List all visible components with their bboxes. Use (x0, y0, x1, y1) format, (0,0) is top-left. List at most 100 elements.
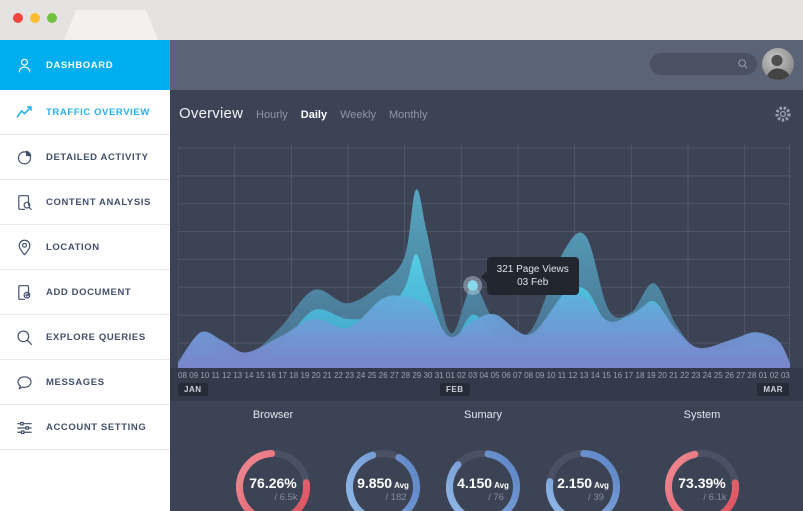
gauge-value: 4.150Avg (457, 475, 509, 491)
tab-monthly[interactable]: Monthly (389, 109, 428, 121)
x-tick-label: 25 (714, 371, 723, 380)
line-chart-icon (15, 103, 34, 122)
app-frame: DASHBOARD TRAFFIC OVERVIEW DETAILED ACTIVI… (0, 40, 803, 511)
tab-daily[interactable]: Daily (301, 109, 327, 121)
x-tick-label: 19 (300, 371, 309, 380)
tooltip-value: 321 Page Views (497, 263, 569, 276)
tooltip-date: 03 Feb (497, 276, 569, 289)
gauge-sub-value: / 39 (562, 492, 604, 503)
x-tick-label: 15 (256, 371, 265, 380)
sidebar-item-label: LOCATION (46, 242, 100, 253)
x-tick-label: 18 (636, 371, 645, 380)
x-tick-label: 02 (457, 371, 466, 380)
x-tick-label: 12 (222, 371, 231, 380)
traffic-chart[interactable]: 321 Page Views 03 Feb (178, 145, 790, 368)
x-tick-label: 03 (781, 371, 790, 380)
sidebar-item-messages[interactable]: MESSAGES (0, 360, 170, 405)
x-tick-label: 17 (278, 371, 287, 380)
x-tick-label: 15 (602, 371, 611, 380)
chat-bubble-icon (15, 373, 34, 392)
gauge-sub-value: / 6.5k (248, 492, 297, 503)
x-tick-label: 18 (289, 371, 298, 380)
x-tick-label: 19 (647, 371, 656, 380)
sidebar-item-dashboard[interactable]: DASHBOARD (0, 40, 170, 90)
gauge-value: 2.150Avg (557, 475, 609, 491)
gauge-0: 76.26% / 6.5k (231, 445, 315, 511)
gauge-3: 2.150Avg / 39 (541, 445, 625, 511)
x-tick-label: 01 (446, 371, 455, 380)
overview-row: Overview HourlyDailyWeeklyMonthly (170, 90, 803, 140)
x-tick-label: 26 (725, 371, 734, 380)
sidebar-item-detailed-activity[interactable]: DETAILED ACTIVITY (0, 135, 170, 180)
tab-weekly[interactable]: Weekly (340, 109, 376, 121)
search-input[interactable] (658, 59, 737, 70)
x-tick-label: 30 (424, 371, 433, 380)
x-tick-label: 10 (200, 371, 209, 380)
x-tick-label: 06 (502, 371, 511, 380)
x-tick-label: 07 (513, 371, 522, 380)
browser-window: DASHBOARD TRAFFIC OVERVIEW DETAILED ACTIVI… (0, 0, 803, 511)
x-tick-label: 23 (345, 371, 354, 380)
gauge-value: 73.39% (678, 475, 725, 491)
x-tick-label: 27 (390, 371, 399, 380)
topbar (170, 40, 803, 90)
sidebar-item-location[interactable]: LOCATION (0, 225, 170, 270)
magnifier-icon (15, 328, 34, 347)
tab-hourly[interactable]: Hourly (256, 109, 288, 121)
main-content: Overview HourlyDailyWeeklyMonthly 321 Pa… (170, 40, 803, 511)
x-tick-label: 26 (379, 371, 388, 380)
sidebar: DASHBOARD TRAFFIC OVERVIEW DETAILED ACTIVI… (0, 40, 170, 511)
x-tick-label: 08 (178, 371, 187, 380)
x-tick-label: 16 (267, 371, 276, 380)
x-tick-label: 22 (334, 371, 343, 380)
x-tick-label: 13 (233, 371, 242, 380)
x-tick-label: 02 (770, 371, 779, 380)
x-tick-label: 22 (680, 371, 689, 380)
sidebar-item-account-setting[interactable]: ACCOUNT SETTING (0, 405, 170, 450)
x-tick-label: 24 (703, 371, 712, 380)
window-control-maximize-button[interactable] (47, 13, 57, 23)
browser-chrome (0, 0, 803, 40)
window-control-minimize-button[interactable] (30, 13, 40, 23)
x-tick-label: 23 (691, 371, 700, 380)
gauge-group-label-system: System (642, 409, 762, 421)
x-tick-label: 08 (524, 371, 533, 380)
sidebar-item-content-analysis[interactable]: CONTENT ANALYSIS (0, 180, 170, 225)
gauge-group-label-sumary: Sumary (423, 409, 543, 421)
settings-gear-icon[interactable] (773, 104, 793, 124)
chart-x-axis: 0809101112131415161718192021222324252627… (170, 368, 803, 401)
sidebar-item-explore-queries[interactable]: EXPLORE QUERIES (0, 315, 170, 360)
sidebar-item-add-document[interactable]: ADD DOCUMENT (0, 270, 170, 315)
sidebar-item-label: TRAFFIC OVERVIEW (46, 107, 150, 118)
window-control-close-button[interactable] (13, 13, 23, 23)
search-box[interactable] (650, 53, 757, 75)
sidebar-item-label: MESSAGES (46, 377, 105, 388)
axis-tick-labels: 0809101112131415161718192021222324252627… (178, 371, 790, 380)
x-tick-label: 09 (189, 371, 198, 380)
gauge-4: 73.39% / 6.1k (660, 445, 744, 511)
highlighted-point (463, 276, 482, 295)
x-tick-label: 20 (312, 371, 321, 380)
x-tick-label: 09 (535, 371, 544, 380)
x-tick-label: 20 (658, 371, 667, 380)
x-tick-label: 17 (624, 371, 633, 380)
avatar[interactable] (762, 48, 794, 80)
month-badge-mar: MAR (757, 383, 789, 396)
x-tick-label: 28 (401, 371, 410, 380)
user-icon (15, 56, 34, 75)
gauge-group-label-browser: Browser (213, 409, 333, 421)
x-tick-label: 25 (368, 371, 377, 380)
sidebar-item-label: ADD DOCUMENT (46, 287, 131, 298)
browser-tab[interactable] (64, 10, 158, 40)
x-tick-label: 11 (212, 371, 220, 380)
gauge-sub-value: / 182 (359, 492, 406, 503)
x-tick-label: 14 (245, 371, 254, 380)
map-pin-icon (15, 238, 34, 257)
sliders-icon (15, 418, 34, 437)
window-controls (13, 13, 57, 23)
sidebar-item-label: DETAILED ACTIVITY (46, 152, 149, 163)
x-tick-label: 04 (479, 371, 488, 380)
sidebar-item-traffic-overview[interactable]: TRAFFIC OVERVIEW (0, 90, 170, 135)
x-tick-label: 11 (558, 371, 566, 380)
x-tick-label: 14 (591, 371, 600, 380)
